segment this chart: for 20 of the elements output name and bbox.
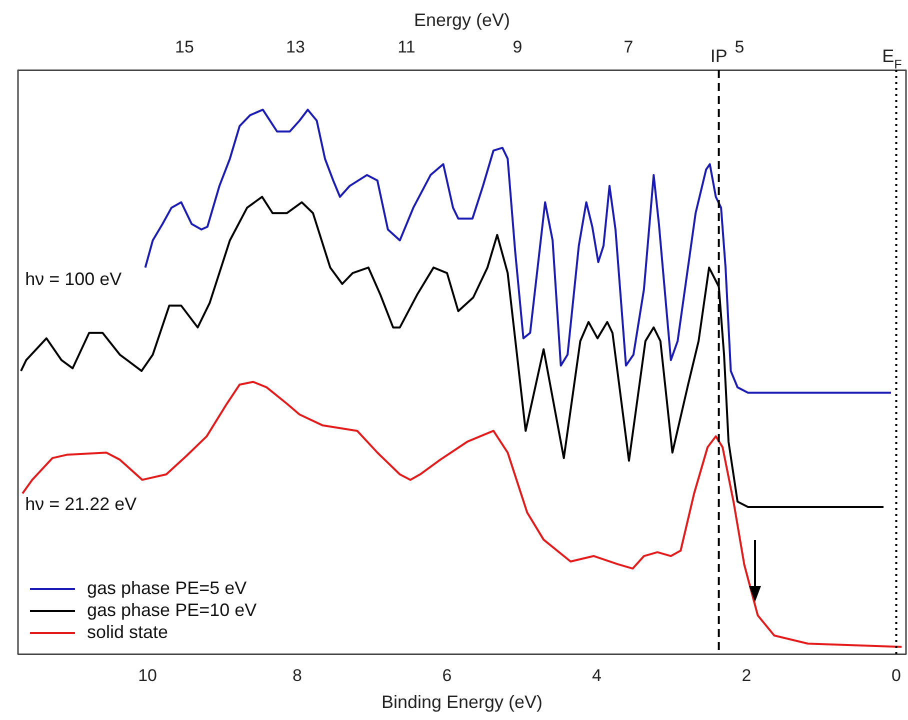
x2-axis-title: Energy (eV): [414, 10, 510, 30]
x2-tick-label: 5: [734, 37, 744, 56]
ref-line-label: IP: [710, 46, 728, 66]
legend-label: gas phase PE=5 eV: [87, 578, 247, 598]
legend-label: gas phase PE=10 eV: [87, 600, 257, 620]
x2-tick-label: 13: [286, 37, 305, 56]
x-tick-label: 4: [592, 666, 602, 685]
x-tick-label: 10: [138, 666, 157, 685]
x-tick-label: 8: [292, 666, 302, 685]
x2-tick-label: 9: [512, 37, 522, 56]
annotation: hν = 21.22 eV: [25, 494, 137, 514]
x-tick-label: 6: [442, 666, 452, 685]
legend-label: solid state: [87, 622, 168, 642]
x-tick-label: 2: [742, 666, 752, 685]
x2-tick-label: 7: [624, 37, 634, 56]
annotation: hν = 100 eV: [25, 269, 122, 290]
x-axis-title: Binding Energy (eV): [381, 692, 543, 712]
x-tick-label: 0: [892, 666, 901, 685]
x2-tick-label: 11: [398, 37, 416, 56]
x2-tick-label: 15: [175, 37, 194, 56]
